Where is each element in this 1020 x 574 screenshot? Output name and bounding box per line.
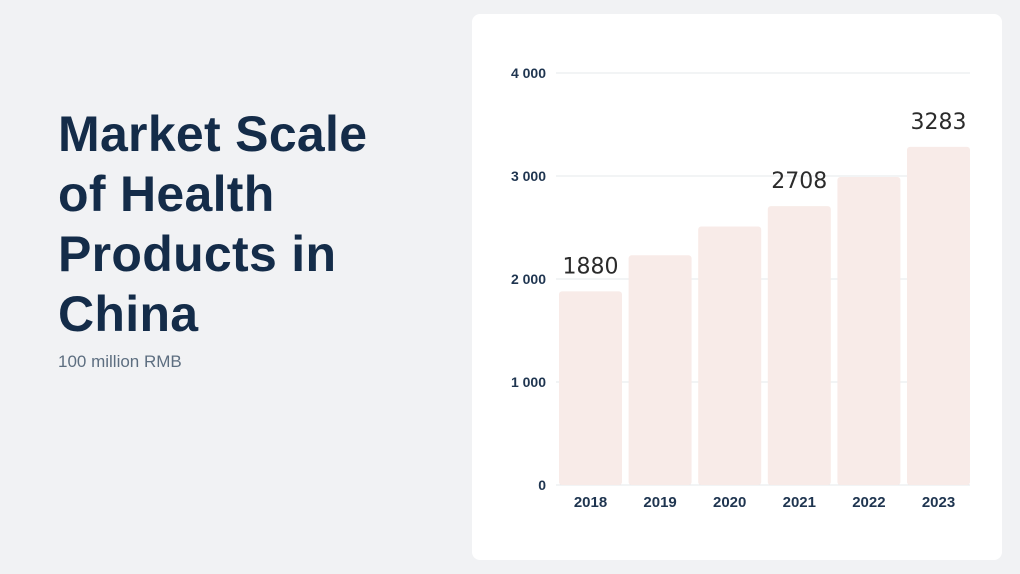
data-labels: 1880 2708 3283 xyxy=(563,110,967,280)
x-tick-label: 2021 xyxy=(783,494,816,511)
y-axis-ticks: 0 1 000 2 000 3 000 4 000 xyxy=(511,65,546,493)
bar xyxy=(698,226,762,485)
y-tick-label: 2 000 xyxy=(511,271,546,287)
bar xyxy=(907,146,970,485)
data-label: 3283 xyxy=(911,110,967,135)
data-label: 1880 xyxy=(563,254,619,279)
gridlines xyxy=(556,72,970,486)
bars xyxy=(559,146,970,486)
y-tick-label: 1 000 xyxy=(511,374,546,390)
x-tick-label: 2019 xyxy=(643,494,676,511)
bar xyxy=(628,255,692,485)
y-tick-label: 0 xyxy=(538,477,546,493)
bar xyxy=(559,291,622,485)
data-label: 2708 xyxy=(771,169,827,194)
x-axis-ticks: 2018 2019 2020 2021 2022 2023 xyxy=(574,494,955,511)
bar xyxy=(767,206,831,486)
x-tick-label: 2022 xyxy=(852,494,885,511)
x-tick-label: 2018 xyxy=(574,494,607,511)
x-tick-label: 2023 xyxy=(922,494,955,511)
x-tick-label: 2020 xyxy=(713,494,746,511)
bar xyxy=(837,177,901,485)
unit-subtitle: 100 million RMB xyxy=(58,352,182,371)
y-tick-label: 3 000 xyxy=(511,168,546,184)
page-title: Market Scale of Health Products in China xyxy=(58,106,368,342)
y-tick-label: 4 000 xyxy=(511,65,546,81)
